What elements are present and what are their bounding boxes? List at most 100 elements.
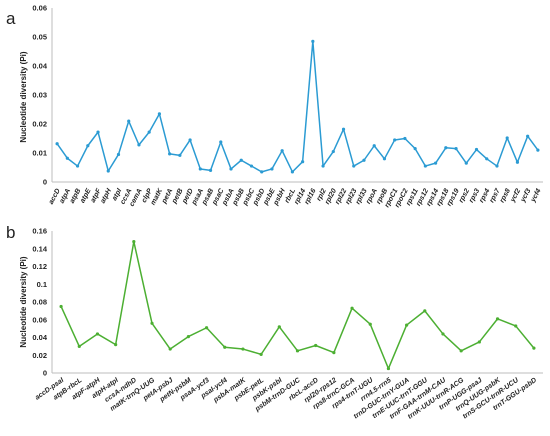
b-data-point	[459, 349, 463, 353]
a-ytick-label: 0.03	[32, 91, 47, 100]
b-data-point	[241, 347, 245, 351]
a-ytick-label: 0.05	[32, 33, 47, 42]
a-data-point	[178, 153, 182, 157]
b-data-point	[332, 350, 336, 355]
b-data-point	[168, 347, 172, 351]
a-data-point	[208, 168, 213, 172]
a-data-point	[331, 149, 335, 154]
b-data-point	[223, 345, 227, 349]
a-data-point	[301, 160, 305, 164]
a-data-point	[526, 134, 530, 138]
a-data-point	[127, 119, 131, 123]
a-ytick-label: 0.02	[32, 120, 47, 129]
a-data-point	[157, 112, 162, 116]
b-data-point	[277, 325, 281, 329]
a-data-point	[515, 160, 520, 164]
b-ytick-label: 0.08	[32, 298, 47, 307]
a-xtick-label: ycf3	[519, 188, 532, 205]
b-ytick-label: 0.14	[32, 244, 47, 253]
b-data-point	[150, 321, 154, 325]
b-data-point	[59, 304, 63, 309]
b-ytick-label: 0.16	[32, 227, 47, 236]
a-data-point	[362, 158, 366, 162]
a-data-point	[485, 157, 489, 161]
b-data-point	[368, 322, 372, 326]
a-data-point	[75, 164, 80, 168]
a-data-point	[372, 144, 376, 148]
a-data-point	[505, 136, 509, 140]
a-data-point	[249, 164, 254, 168]
a-data-point	[260, 170, 264, 174]
b-data-point	[477, 340, 481, 344]
a-data-point	[311, 39, 315, 43]
a-data-point	[423, 164, 427, 168]
a-data-point	[137, 143, 141, 147]
a-data-point	[413, 147, 417, 151]
a-ytick-label: 0	[43, 178, 47, 187]
a-data-point	[433, 161, 438, 165]
a-data-point	[86, 144, 90, 148]
a-data-point	[341, 127, 346, 131]
a-data-point	[444, 146, 448, 150]
a-data-point	[280, 149, 284, 153]
b-data-point	[350, 306, 354, 310]
b-data-point	[77, 344, 81, 348]
a-data-point	[147, 130, 151, 134]
a-data-point	[393, 138, 397, 142]
b-data-point	[314, 343, 318, 348]
a-data-point	[239, 158, 243, 162]
b-ytick-label: 0.04	[32, 333, 47, 342]
b-data-point	[132, 240, 136, 244]
a-xtick-label: ycf4	[529, 188, 542, 205]
a-data-point	[321, 164, 325, 168]
a-xtick-label: rps8	[499, 188, 512, 204]
b-data-point	[405, 323, 409, 327]
a-data-point	[352, 164, 356, 168]
a-data-point	[290, 170, 294, 174]
a-data-point	[168, 152, 172, 156]
b-data-point	[186, 335, 190, 339]
b-ytick-label: 0.06	[32, 315, 47, 324]
b-data-point	[495, 317, 500, 321]
a-data-point	[270, 167, 274, 171]
a-data-point	[106, 169, 110, 173]
b-data-point	[532, 346, 536, 350]
a-data-point	[229, 167, 233, 171]
a-data-point	[454, 147, 458, 151]
a-data-point	[116, 152, 121, 157]
b-data-point	[386, 366, 391, 371]
a-data-point	[96, 130, 100, 134]
a-series-line	[56, 40, 539, 173]
a-ytick-label: 0.01	[32, 149, 47, 158]
a-data-point	[188, 138, 192, 142]
a-data-point	[198, 167, 202, 171]
a-data-point	[55, 142, 59, 146]
a-data-point	[65, 156, 69, 160]
a-data-point	[403, 136, 407, 141]
b-data-point	[259, 352, 263, 356]
panel-a-ylabel: Nucleotide diversity (Pi)	[19, 51, 28, 142]
b-data-point	[204, 326, 209, 330]
panel-b-label: b	[6, 223, 15, 242]
a-data-point	[382, 157, 387, 161]
a-data-point	[536, 148, 540, 152]
b-data-point	[514, 324, 518, 328]
b-data-point	[95, 332, 100, 336]
a-data-point	[495, 164, 499, 168]
b-ytick-label: 0.12	[32, 262, 47, 271]
b-ytick-label: 0	[43, 369, 47, 378]
b-data-point	[423, 309, 427, 313]
a-data-point	[219, 140, 223, 144]
a-xtick-label: atpH	[100, 187, 114, 205]
b-ytick-label: 0.02	[32, 351, 47, 360]
b-data-point	[441, 332, 445, 336]
a-data-point	[474, 147, 479, 152]
panel-b-chart: b Nucleotide diversity (Pi) 0 0.02 0.04 0.0…	[6, 223, 543, 421]
b-data-point	[114, 343, 118, 347]
a-ytick-label: 0.06	[32, 4, 47, 13]
a-data-point	[464, 161, 468, 165]
panel-a-label: a	[6, 9, 16, 28]
b-data-point	[295, 349, 300, 353]
panel-a-chart: a Nucleotide diversity (Pi) 0 0.01 0.02 0.0…	[6, 4, 543, 209]
